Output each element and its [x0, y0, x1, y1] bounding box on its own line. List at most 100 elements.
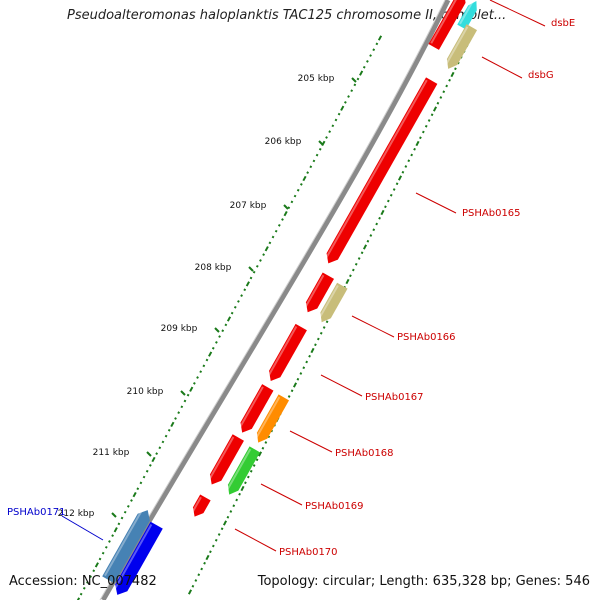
- gene-PSHAb0167: [266, 323, 307, 381]
- outer-tick-mark: [290, 200, 294, 204]
- outer-tick-mark: [205, 358, 209, 362]
- inner-tick-mark: [252, 464, 256, 467]
- inner-tick-mark: [296, 377, 300, 381]
- outer-tick-mark: [161, 440, 165, 444]
- outer-tick-mark: [155, 452, 159, 456]
- gene-label: PSHAb0166: [397, 332, 456, 343]
- gene-red-210kbp: [238, 384, 274, 433]
- gene-dsbG: [444, 24, 478, 69]
- outer-tick-mark: [180, 405, 184, 409]
- inner-tick-mark: [187, 589, 193, 595]
- inner-tick-mark: [415, 140, 420, 147]
- inner-tick-mark: [305, 360, 309, 364]
- inner-tick-mark: [386, 199, 390, 203]
- gene-green-211kbp: [225, 446, 261, 495]
- outer-tick-mark: [340, 105, 345, 111]
- kbp-tick-mark: [283, 204, 289, 210]
- outer-tick-mark: [299, 182, 303, 186]
- inner-tick-mark: [384, 205, 387, 209]
- outer-tick-mark: [189, 386, 194, 392]
- gene-PSHAb0171: [102, 508, 150, 584]
- inner-tick-mark: [197, 573, 201, 577]
- gene-label: PSHAb0170: [279, 547, 338, 558]
- inner-tick-mark: [439, 96, 443, 99]
- callout-line: [234, 528, 277, 552]
- inner-tick-mark: [366, 239, 370, 243]
- gene-PSHAb0168: [254, 394, 290, 443]
- kbp-tick-label: 206 kbp: [265, 137, 302, 147]
- inner-tick-mark: [200, 567, 204, 571]
- outer-tick-track: [76, 35, 383, 600]
- outer-tick-mark: [245, 281, 250, 287]
- gene-blue-212kbp: [113, 521, 163, 595]
- inner-tick-mark: [407, 159, 411, 163]
- inner-tick-mark: [389, 193, 393, 197]
- kbp-tick-mark: [248, 266, 254, 272]
- kbp-tick-label: 207 kbp: [230, 201, 267, 211]
- outer-tick-mark: [366, 60, 369, 63]
- outer-tick-mark: [237, 300, 240, 303]
- inner-tick-mark: [397, 175, 403, 181]
- inner-tick-mark: [404, 165, 408, 168]
- outer-tick-mark: [281, 218, 284, 221]
- inner-tick-mark: [257, 451, 263, 457]
- inner-tick-mark: [214, 538, 218, 542]
- outer-tick-mark: [268, 241, 272, 245]
- inner-tick-mark: [380, 209, 385, 216]
- outer-tick-mark: [262, 253, 265, 256]
- callout-line: [289, 430, 333, 453]
- callout-line: [489, 0, 546, 27]
- outer-tick-mark: [362, 65, 366, 69]
- inner-tick-mark: [410, 153, 414, 157]
- outer-tick-mark: [347, 95, 350, 98]
- inner-tick-mark: [325, 320, 329, 324]
- outer-tick-mark: [259, 259, 262, 262]
- inner-tick-mark: [424, 124, 428, 128]
- outer-tick-mark: [123, 510, 127, 514]
- inner-tick-mark: [316, 337, 320, 341]
- outer-tick-mark: [306, 171, 310, 175]
- callout-line: [61, 515, 104, 541]
- outer-tick-mark: [264, 246, 269, 252]
- inner-tick-mark: [246, 475, 250, 479]
- kbp-tick-mark: [146, 451, 152, 457]
- kbp-tick-mark: [318, 140, 324, 146]
- inner-tick-mark: [238, 492, 241, 496]
- outer-tick-mark: [344, 101, 347, 104]
- inner-tick-mark: [413, 147, 416, 151]
- inner-tick-mark: [308, 354, 311, 358]
- kbp-tick-label: 205 kbp: [298, 74, 335, 84]
- outer-tick-mark: [79, 592, 83, 596]
- inner-tick-mark: [372, 228, 376, 232]
- outer-tick-mark: [375, 42, 379, 46]
- kbp-tick-mark: [180, 390, 186, 396]
- inner-tick-mark: [299, 372, 303, 375]
- inner-tick-mark: [191, 584, 195, 588]
- outer-tick-mark: [136, 487, 140, 491]
- gene-PSHAb0169-red: [207, 434, 244, 485]
- inner-tick-mark: [375, 222, 379, 226]
- inner-tick-mark: [360, 251, 364, 255]
- outer-tick-mark: [249, 276, 253, 280]
- outer-tick-mark: [230, 311, 234, 315]
- chromosome-backbone-highlight: [99, 0, 446, 600]
- inner-tick-mark: [427, 119, 431, 122]
- inner-tick-mark: [222, 520, 228, 526]
- inner-tick-mark: [442, 90, 446, 94]
- gene-cyan-fragment: [457, 0, 477, 30]
- gene-dsbE: [428, 0, 466, 50]
- gene-label: PSHAb0168: [335, 448, 394, 459]
- inner-tick-mark: [421, 130, 425, 134]
- outer-tick-mark: [328, 130, 332, 134]
- inner-tick-mark: [255, 458, 259, 462]
- inner-tick-mark: [287, 395, 291, 398]
- outer-tick-mark: [186, 393, 190, 397]
- inner-tick-mark: [436, 101, 440, 105]
- outer-tick-mark: [86, 581, 89, 584]
- kbp-tick-mark: [214, 327, 220, 333]
- outer-tick-mark: [104, 545, 108, 549]
- kbp-tick-labels: 205 kbp 206 kbp 207 kbp 208 kbp 209 kbp 210 k…: [58, 74, 357, 519]
- outer-tick-mark: [243, 288, 247, 292]
- kbp-tick-label: 208 kbp: [195, 263, 232, 273]
- outer-tick-mark: [255, 264, 259, 268]
